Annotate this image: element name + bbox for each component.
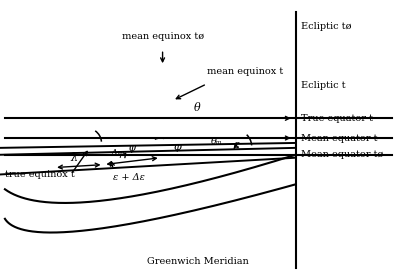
Text: ε: ε [233, 140, 239, 150]
Text: ψ: ψ [128, 143, 136, 153]
Text: mean equinox t: mean equinox t [207, 67, 283, 76]
Text: mean equinox tø: mean equinox tø [122, 33, 204, 41]
Text: Mean equator t: Mean equator t [301, 133, 377, 143]
Text: Ecliptic t: Ecliptic t [301, 81, 345, 90]
Text: ε + Δε: ε + Δε [113, 173, 145, 182]
Text: θₘ: θₘ [211, 137, 223, 146]
Text: Greenwich Meridian: Greenwich Meridian [147, 257, 249, 266]
Text: θ: θ [194, 103, 200, 113]
Text: φ: φ [173, 142, 181, 152]
Text: Ecliptic tø: Ecliptic tø [301, 22, 351, 31]
Text: λ: λ [71, 153, 77, 163]
Text: Mean equator tø: Mean equator tø [301, 150, 383, 159]
Text: Δψ: Δψ [110, 149, 125, 158]
Text: true equinox t: true equinox t [5, 170, 75, 179]
Text: True equator t: True equator t [301, 114, 372, 123]
